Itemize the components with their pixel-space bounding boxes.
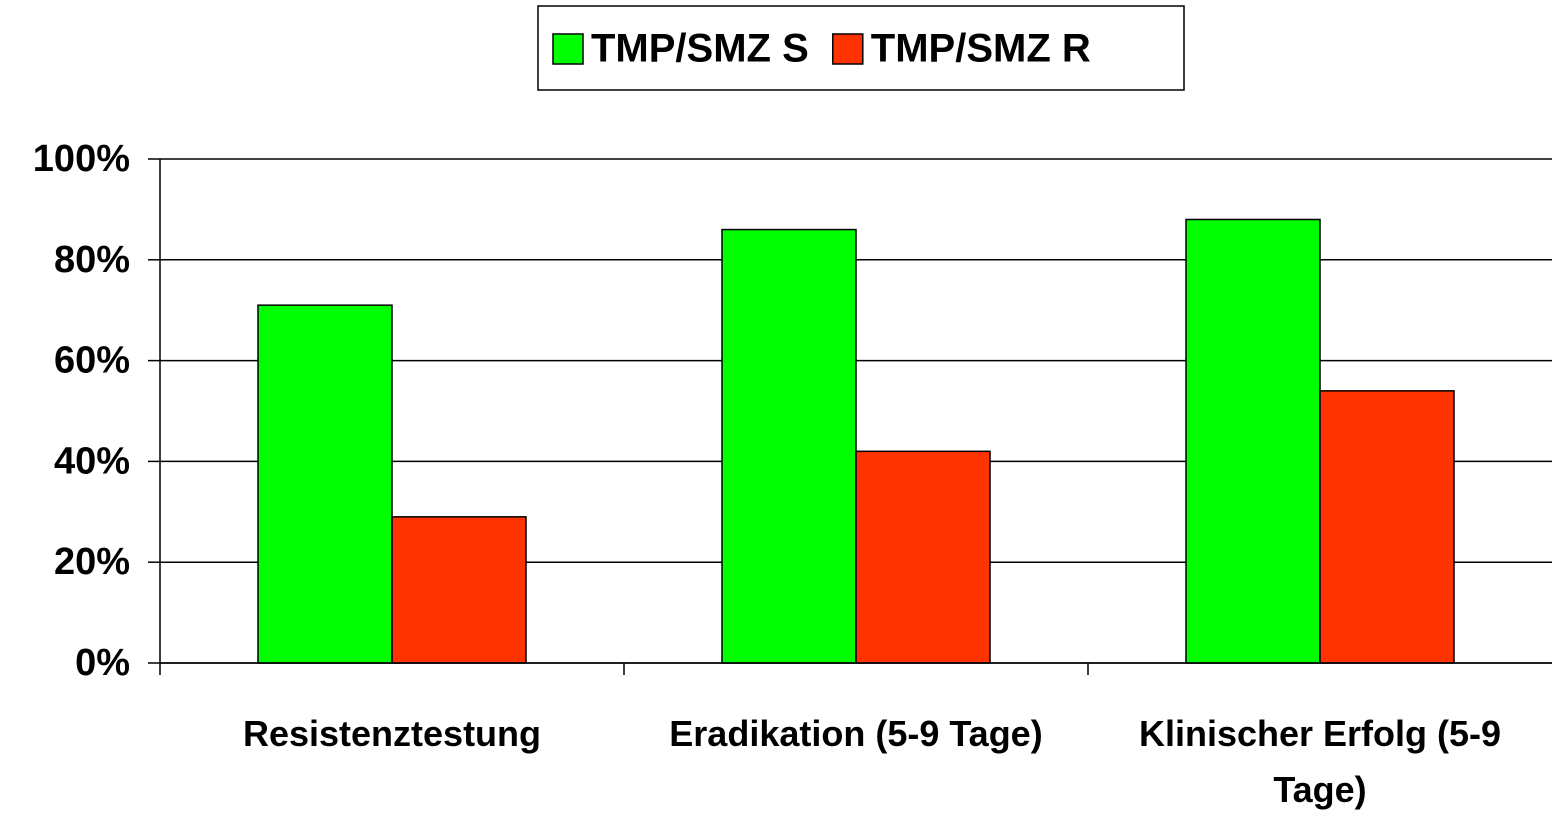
legend-label: TMP/SMZ S (591, 27, 809, 71)
legend-label: TMP/SMZ R (871, 27, 1091, 71)
y-tick-label: 80% (54, 239, 130, 281)
y-tick-label: 60% (54, 340, 130, 382)
bar (391, 516, 527, 664)
x-tick-label: Klinischer Erfolg (5-9 Tage) (1138, 713, 1502, 810)
bar (257, 304, 393, 664)
legend-swatch (832, 33, 864, 65)
y-tick-label: 40% (54, 440, 130, 482)
legend-swatch (552, 33, 584, 65)
bar (1319, 390, 1455, 664)
x-tick-label: Resistenztestung (242, 713, 542, 754)
x-tick-label: Eradikation (5-9 Tage) (669, 713, 1043, 754)
bar (1185, 218, 1321, 664)
bar (855, 450, 991, 664)
y-tick-label: 100% (33, 138, 130, 180)
y-tick-label: 20% (54, 541, 130, 583)
y-tick-label: 0% (75, 642, 130, 684)
bar (721, 228, 857, 664)
